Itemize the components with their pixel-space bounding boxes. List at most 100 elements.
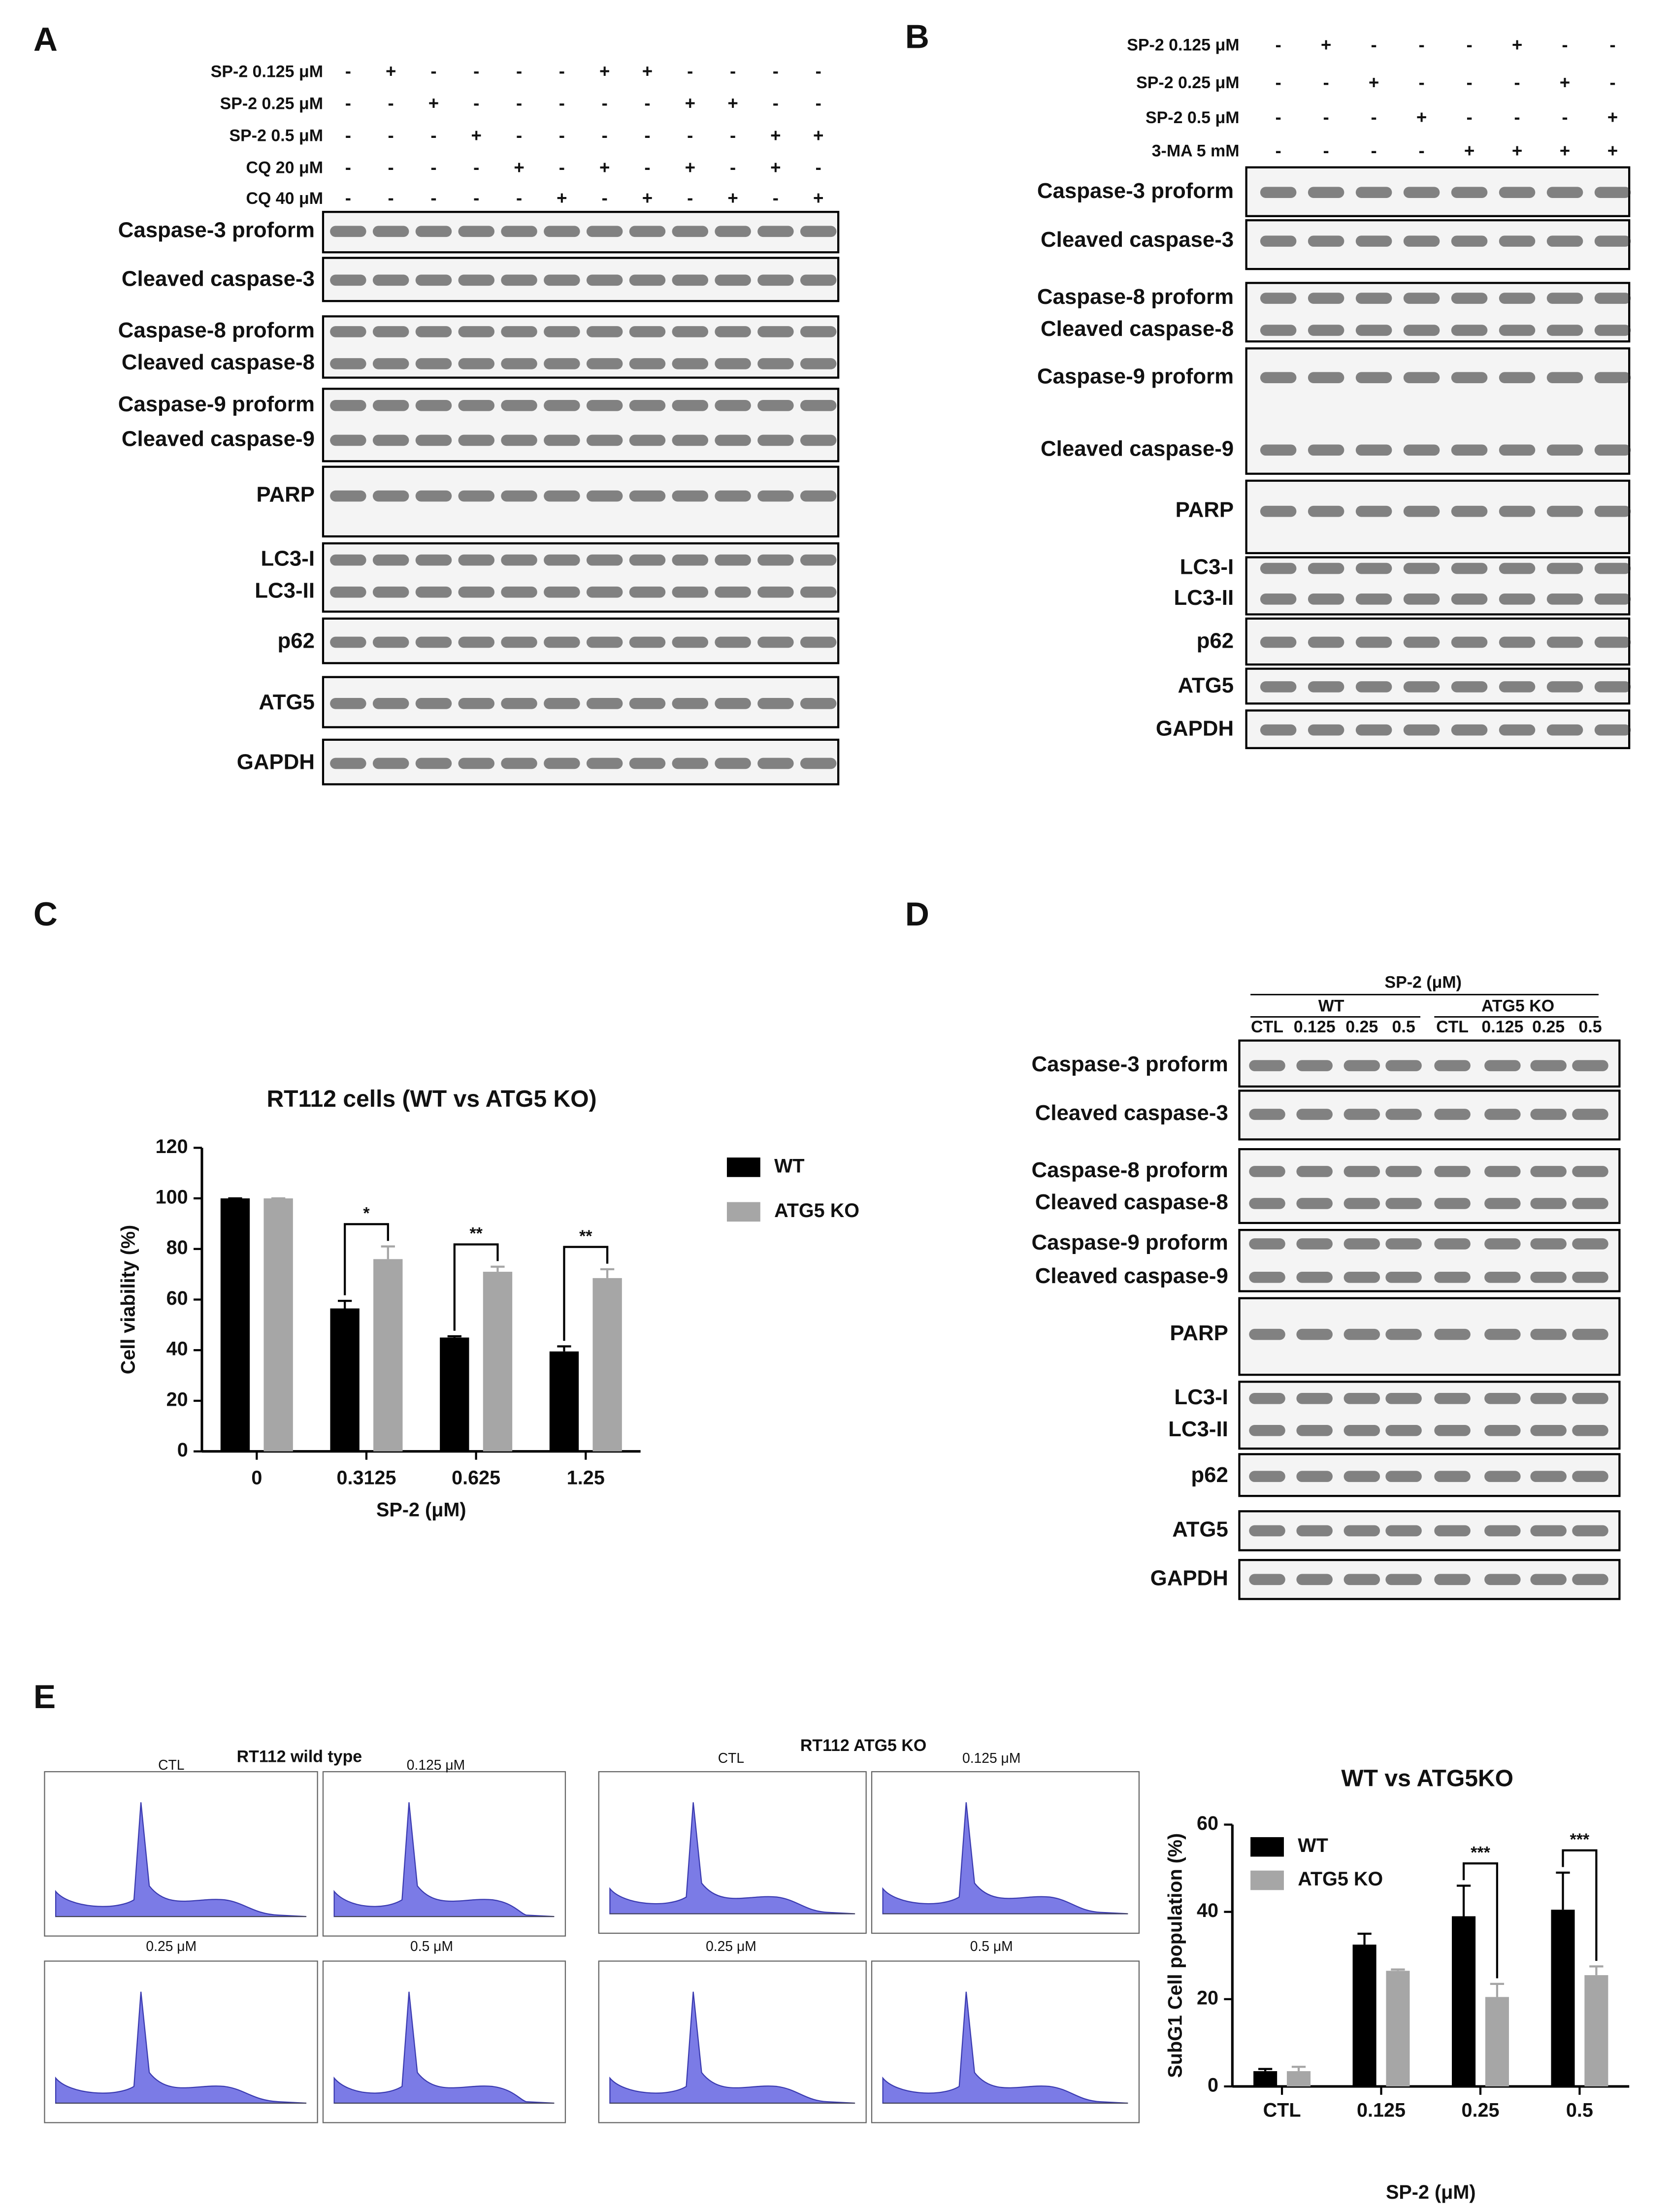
blot-band xyxy=(672,399,709,411)
histogram-shape xyxy=(55,1991,307,2104)
condition-sign: - xyxy=(345,157,351,177)
blot-band xyxy=(1594,593,1631,605)
blot-band xyxy=(672,274,709,286)
blot-band xyxy=(629,758,666,769)
blot-band xyxy=(330,326,366,337)
bar xyxy=(220,1198,250,1452)
protein-label: PARP xyxy=(1170,1321,1228,1345)
blot-band xyxy=(458,554,495,566)
blot-band xyxy=(1260,444,1297,456)
condition-sign: - xyxy=(773,61,779,81)
blot-band xyxy=(1308,293,1344,304)
protein-label: Caspase-9 proform xyxy=(118,392,315,416)
blot-band xyxy=(1434,1525,1471,1537)
protein-label: Cleaved caspase-8 xyxy=(1035,1190,1228,1214)
histogram-shape xyxy=(609,1991,855,2104)
blot-band xyxy=(1499,593,1536,605)
blot-band xyxy=(586,399,623,411)
significance-label: *** xyxy=(1471,1843,1490,1862)
histogram-shape xyxy=(333,1991,555,2104)
condition-sign: + xyxy=(1560,140,1570,161)
blot-band xyxy=(1594,325,1631,336)
significance-bracket xyxy=(344,1223,389,1295)
blot-band xyxy=(501,586,537,598)
blot-band xyxy=(1343,1392,1380,1404)
blot-band xyxy=(1499,724,1536,736)
blot-band xyxy=(757,758,794,769)
blot-band xyxy=(1249,1328,1285,1340)
condition-sign: - xyxy=(1323,140,1329,161)
condition-sign: + xyxy=(1416,107,1427,128)
blot-band xyxy=(672,758,709,769)
bar xyxy=(1286,2071,1311,2087)
blot-band xyxy=(415,636,452,648)
protein-label: Caspase-8 proform xyxy=(118,318,315,342)
blot-band xyxy=(1451,372,1488,384)
blot-band xyxy=(415,326,452,337)
error-bar xyxy=(1391,1968,1405,1971)
blot-band xyxy=(1499,235,1536,247)
blot-band xyxy=(629,358,666,369)
blot-band xyxy=(1572,1392,1608,1404)
blot-band xyxy=(1434,1109,1471,1120)
blot-band xyxy=(1249,1424,1285,1436)
condition-sign: - xyxy=(388,125,394,145)
condition-sign: - xyxy=(1514,107,1520,128)
blot-band xyxy=(458,358,495,369)
blot-band xyxy=(1343,1424,1380,1436)
blot-band xyxy=(330,636,366,648)
blot-band xyxy=(458,226,495,237)
protein-label: LC3-II xyxy=(1174,586,1234,610)
blot-band xyxy=(1355,681,1392,693)
blot-band xyxy=(715,399,751,411)
blot-band xyxy=(1260,235,1297,247)
blot-band xyxy=(330,226,366,237)
protein-label: Caspase-9 proform xyxy=(1032,1230,1228,1255)
blot-band xyxy=(1343,1238,1380,1250)
blot-band xyxy=(372,399,409,411)
condition-sign: + xyxy=(386,61,396,81)
blot-band xyxy=(1484,1166,1521,1177)
protein-label: GAPDH xyxy=(1150,1566,1228,1590)
blot-band xyxy=(1499,562,1536,574)
blot-band xyxy=(1530,1471,1567,1482)
blot-band xyxy=(1249,1198,1285,1209)
blot-band xyxy=(1530,1424,1567,1436)
blot-band xyxy=(544,586,580,598)
condition-sign: - xyxy=(1323,72,1329,93)
blot-band xyxy=(1260,636,1297,648)
blot-band xyxy=(501,358,537,369)
blot-frame xyxy=(322,542,840,613)
blot-band xyxy=(1499,325,1536,336)
condition-sign: - xyxy=(1466,72,1472,93)
condition-sign: - xyxy=(602,93,608,113)
condition-sign: + xyxy=(685,93,695,113)
condition-sign: - xyxy=(1276,34,1281,55)
x-tick-label: 0.625 xyxy=(452,1467,500,1489)
condition-sign: - xyxy=(816,61,821,81)
condition-sign: + xyxy=(813,188,823,208)
error-bar xyxy=(1589,1965,1604,1976)
condition-sign: - xyxy=(559,125,565,145)
condition-sign: - xyxy=(602,125,608,145)
blot-band xyxy=(1546,562,1583,574)
blot-band xyxy=(372,326,409,337)
blot-band xyxy=(1308,505,1344,517)
blot-band xyxy=(372,698,409,709)
blot-band xyxy=(672,326,709,337)
blot-band xyxy=(1385,1574,1422,1585)
blot-band xyxy=(330,758,366,769)
condition-sign: - xyxy=(388,188,394,208)
blot-band xyxy=(1484,1574,1521,1585)
condition-sign: - xyxy=(473,188,479,208)
condition-sign: - xyxy=(1418,72,1424,93)
blot-band xyxy=(629,274,666,286)
blot-band xyxy=(1434,1424,1471,1436)
blot-band xyxy=(415,434,452,446)
histogram-caption: CTL xyxy=(158,1757,184,1773)
condition-sign: - xyxy=(687,61,693,81)
blot-band xyxy=(1385,1471,1422,1482)
blot-band xyxy=(800,554,837,566)
protein-label: Caspase-3 proform xyxy=(1037,179,1234,203)
